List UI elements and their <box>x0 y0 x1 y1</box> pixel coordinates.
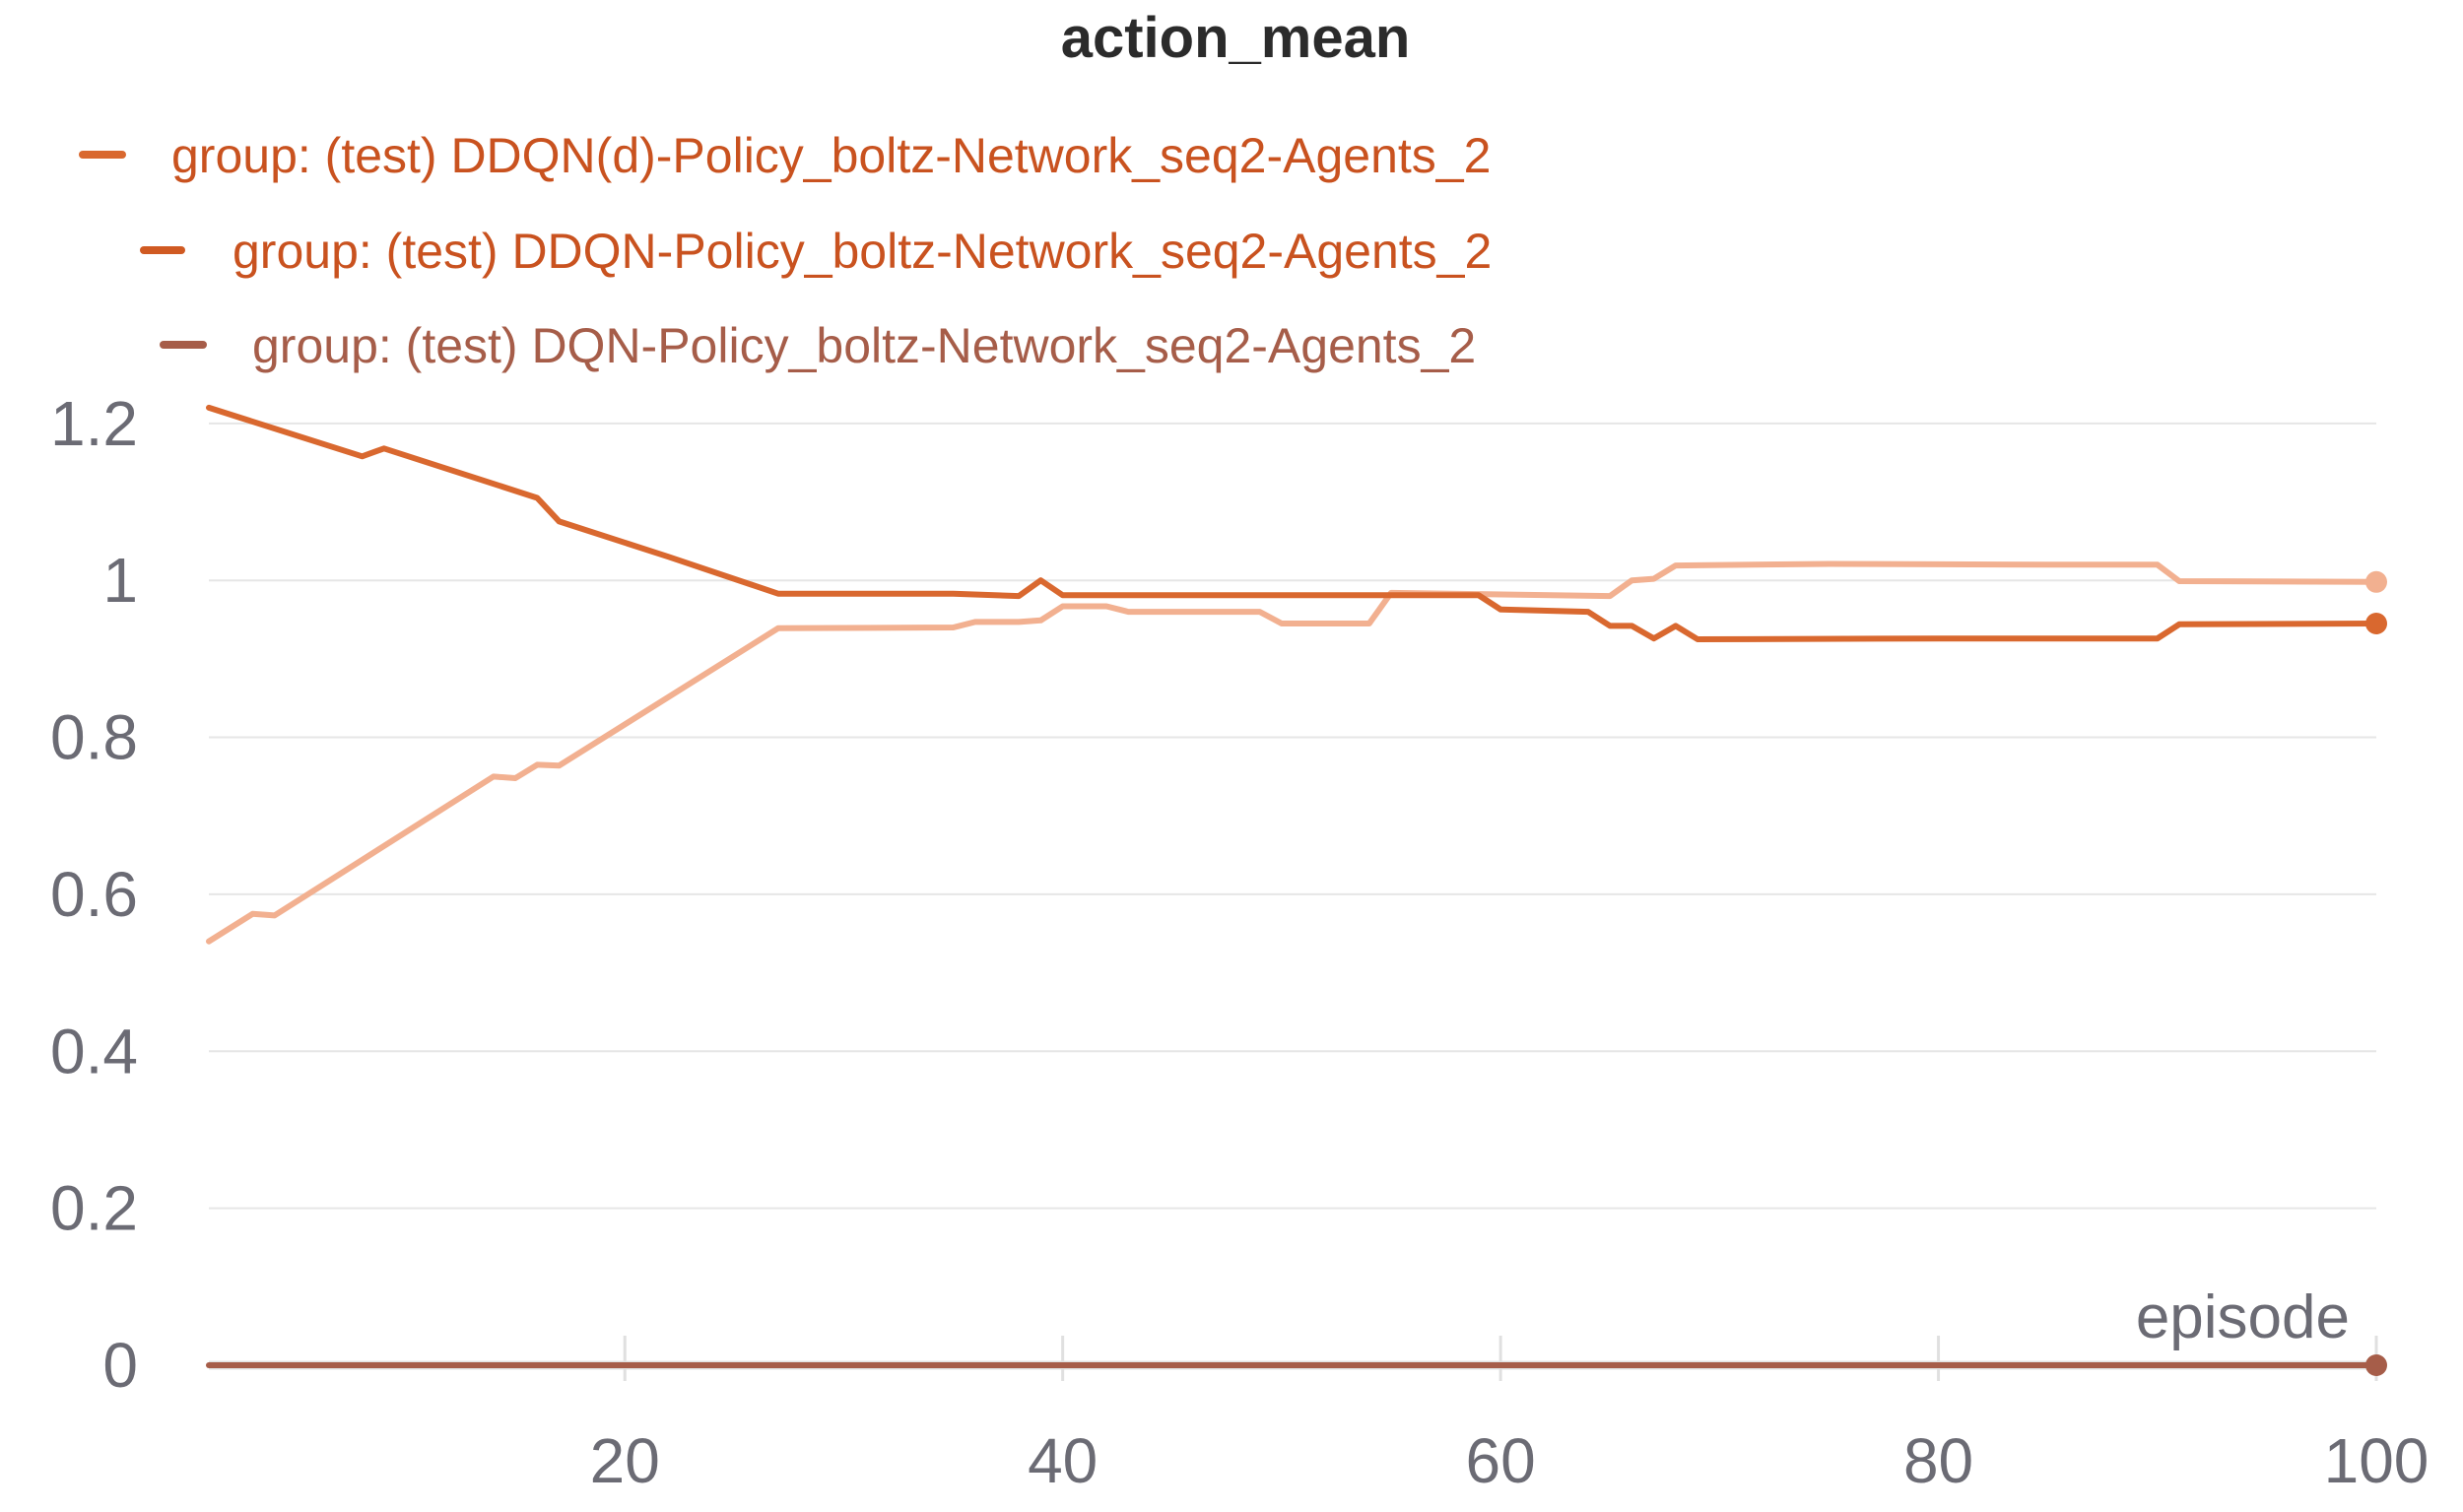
y-tick-label: 0 <box>102 1330 138 1401</box>
x-tick-label: 80 <box>1903 1425 1973 1496</box>
y-tick-label: 1.2 <box>50 388 138 459</box>
y-tick-label: 0.2 <box>50 1173 138 1244</box>
x-tick-label: 20 <box>590 1425 660 1496</box>
y-tick-label: 0.4 <box>50 1016 138 1086</box>
series-end-marker-1 <box>2365 570 2387 593</box>
y-axis-ticks: 0 0.2 0.4 0.6 0.8 1 1.2 <box>50 388 138 1401</box>
y-tick-label: 0.8 <box>50 702 138 773</box>
legend-entry-ddqn[interactable]: group: (test) DDQN-Policy_boltz-Network_… <box>233 224 1492 279</box>
legend-entry-dqn[interactable]: group: (test) DQN-Policy_boltz-Network_s… <box>252 318 1476 373</box>
series-end-marker-2 <box>2365 1354 2387 1376</box>
y-tick-label: 1 <box>102 545 138 616</box>
x-tick-label: 40 <box>1028 1425 1098 1496</box>
x-tick-label: 60 <box>1466 1425 1536 1496</box>
series-end-marker-0 <box>2365 613 2387 635</box>
y-tick-label: 0.6 <box>50 859 138 930</box>
x-tick-label: 100 <box>2324 1425 2430 1496</box>
x-axis-ticks: 20 40 60 80 100 <box>590 1336 2430 1496</box>
series-lines <box>206 404 2387 1376</box>
chart-title: action_mean <box>1061 6 1411 70</box>
legend-entry-ddqn-d[interactable]: group: (test) DDQN(d)-Policy_boltz-Netwo… <box>171 128 1491 183</box>
series-line-1[interactable] <box>206 560 2379 945</box>
series-line-0[interactable] <box>206 404 2379 642</box>
legend: group: (test) DDQN(d)-Policy_boltz-Netwo… <box>79 128 1492 373</box>
x-axis-label: episode <box>2136 1283 2350 1351</box>
